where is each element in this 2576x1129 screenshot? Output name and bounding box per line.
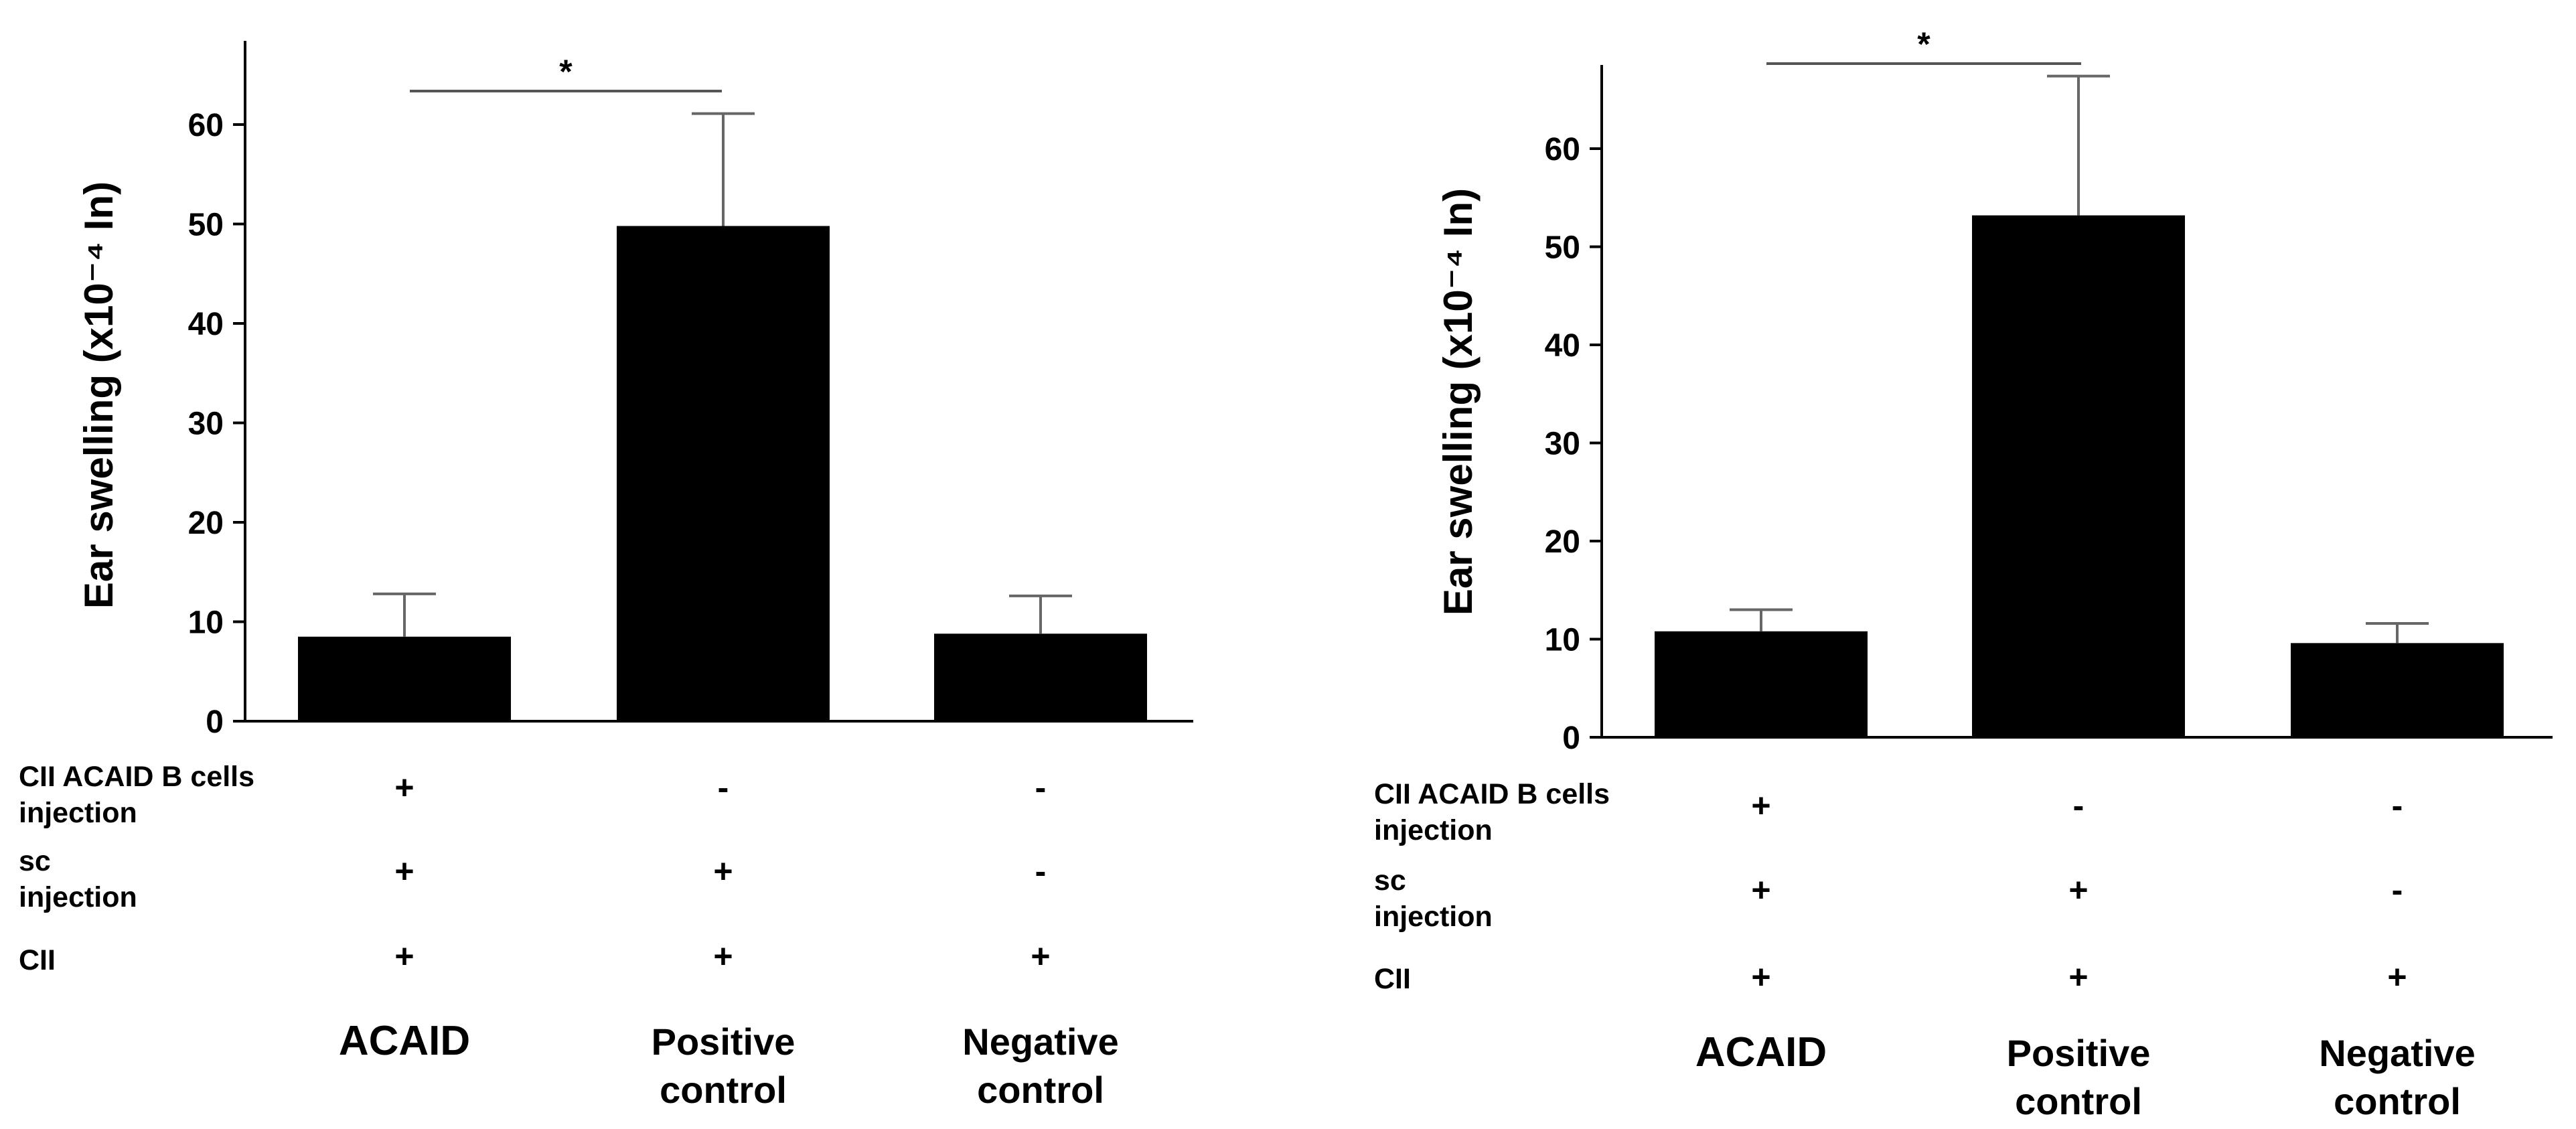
chart2-condition-mark: + <box>1751 787 1770 824</box>
chart2-ytick-label: 40 <box>1545 328 1580 364</box>
chart2-ytick-label: 30 <box>1545 427 1580 462</box>
chart2-ytick-label: 10 <box>1545 623 1580 658</box>
chart2-y-axis-title: Ear swelling (x10⁻⁴ In) <box>1436 188 1481 615</box>
chart1-condition-label: CII <box>19 944 56 976</box>
chart1-ytick-label: 60 <box>188 108 224 143</box>
chart1-ytick-label: 0 <box>206 704 224 740</box>
chart2: 0 10 20 30 40 50 60 Ear swelling (x10⁻⁴ In) * CII… <box>1374 25 2553 1122</box>
chart1-condition-mark: - <box>718 769 729 806</box>
chart2-ytick-label: 50 <box>1545 230 1580 266</box>
chart1-condition-mark: + <box>394 769 414 806</box>
chart1-condition-mark: + <box>394 852 414 890</box>
chart1-bar-3 <box>934 633 1147 721</box>
chart1-bar-1 <box>298 636 511 721</box>
chart1-condition-mark: - <box>1035 769 1047 806</box>
chart2-condition-mark: + <box>1751 958 1770 996</box>
chart1-condition-mark: + <box>713 852 733 890</box>
chart1-condition-mark: + <box>713 937 733 975</box>
chart1-condition-label: sc injection <box>19 845 137 913</box>
chart1-category-label: ACAID <box>339 1018 470 1064</box>
chart2-bar-2 <box>1972 215 2185 737</box>
chart1: 0 10 20 30 40 50 60 Ear swelling (x10⁻⁴ In) * CII… <box>19 41 1193 1111</box>
chart2-condition-label: CII <box>1374 963 1411 995</box>
chart2-category-label: Positive control <box>2007 1032 2151 1122</box>
chart1-y-axis-title: Ear swelling (x10⁻⁴ In) <box>76 181 121 609</box>
chart1-condition-label: CII ACAID B cells injection <box>19 761 254 829</box>
chart1-condition-mark: + <box>1031 937 1050 975</box>
chart2-condition-mark: + <box>2387 958 2407 996</box>
chart2-condition-mark: + <box>2068 871 2088 909</box>
chart1-condition-mark: + <box>394 937 414 975</box>
chart1-ytick-label: 10 <box>188 605 224 641</box>
chart2-condition-label: CII ACAID B cells injection <box>1374 778 1610 846</box>
chart2-condition-mark: - <box>2392 787 2403 824</box>
chart2-condition-mark: - <box>2392 871 2403 909</box>
chart1-ytick-label: 30 <box>188 406 224 442</box>
chart2-condition-label: sc injection <box>1374 864 1493 933</box>
chart1-category-label: Negative control <box>962 1021 1118 1111</box>
chart1-ytick-label: 40 <box>188 307 224 342</box>
chart2-condition-mark: - <box>2073 787 2085 824</box>
chart2-condition-mark: + <box>2068 958 2088 996</box>
chart2-ytick-label: 0 <box>1562 721 1580 756</box>
chart1-ytick-label: 20 <box>188 506 224 541</box>
chart2-category-label: ACAID <box>1695 1029 1827 1075</box>
chart2-condition-mark: + <box>1751 871 1770 909</box>
chart2-bar-1 <box>1655 631 1868 737</box>
chart1-ytick-label: 50 <box>188 208 224 243</box>
chart1-bar-2 <box>617 226 830 722</box>
chart2-bar-3 <box>2291 643 2504 737</box>
chart2-ytick-label: 60 <box>1545 132 1580 167</box>
chart1-significance-label: * <box>559 53 573 90</box>
chart1-condition-mark: - <box>1035 852 1047 890</box>
chart2-ytick-label: 20 <box>1545 524 1580 560</box>
chart2-category-label: Negative control <box>2319 1032 2475 1122</box>
chart2-significance-label: * <box>1917 25 1930 63</box>
chart1-category-label: Positive control <box>652 1021 795 1111</box>
